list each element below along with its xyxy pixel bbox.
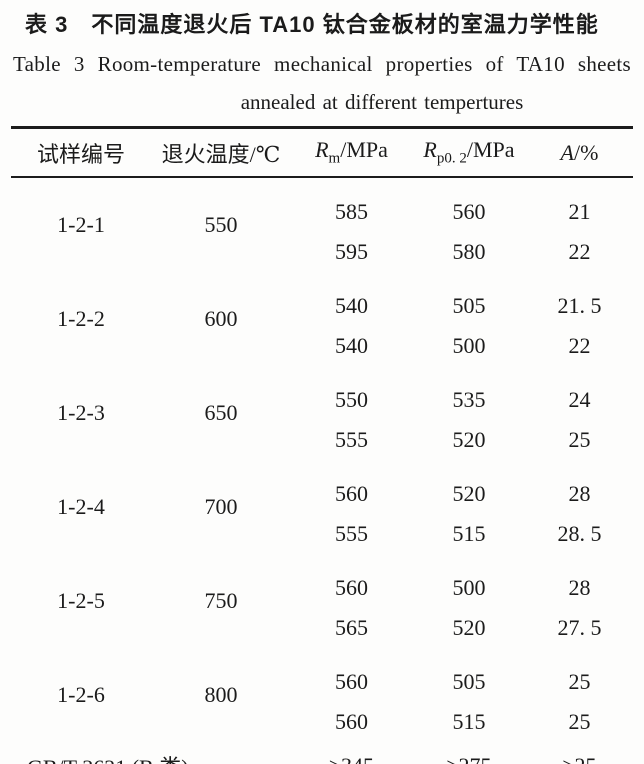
- mechanical-properties-table: 试样编号 退火温度/℃ Rm/MPa Rp0. 2/MPa A/% 1-2-1 …: [11, 126, 633, 764]
- cell-standard-rp02: ≥275: [412, 742, 526, 764]
- cell-sample-id: 1-2-1: [57, 212, 105, 237]
- cell-rp02: 505: [452, 293, 486, 318]
- sample-group-1-2-6: 1-2-6 800 560 505 25 560 515 25: [11, 648, 633, 742]
- cell-rp02: 580: [452, 239, 486, 264]
- cell-rm: 540: [335, 293, 368, 318]
- sample-group-1-2-2: 1-2-2 600 540 505 21. 5 540 500 22: [11, 272, 633, 366]
- cell-elongation: 28: [568, 481, 591, 506]
- rm-subscript: m: [328, 150, 341, 167]
- table-title-chinese: 表 3 不同温度退火后 TA10 钛合金板材的室温力学性能: [25, 12, 599, 37]
- column-header-rp02: Rp0. 2/MPa: [412, 127, 526, 178]
- cell-rm: 555: [335, 427, 368, 452]
- column-header-sample-id: 试样编号: [11, 127, 151, 178]
- table-title-english-line1: Table 3 Room-temperature mechanical prop…: [13, 52, 631, 76]
- table-row: 1-2-4 700 560 520 28: [11, 460, 633, 519]
- cell-sample-id: 1-2-2: [57, 306, 105, 331]
- cell-standard-label: GB/T 3621 (B 类): [11, 742, 291, 764]
- cell-sample-id: 1-2-4: [57, 494, 105, 519]
- cell-sample-id: 1-2-6: [57, 682, 105, 707]
- cell-annealing-temperature: 750: [204, 588, 238, 613]
- table-header: 试样编号 退火温度/℃ Rm/MPa Rp0. 2/MPa A/%: [11, 127, 633, 178]
- cell-rm: 585: [335, 199, 368, 224]
- table-row: 1-2-6 800 560 505 25: [11, 648, 633, 707]
- table-row: 1-2-1 550 585 560 21: [11, 177, 633, 237]
- table-row: 565 520 27. 5: [11, 608, 633, 648]
- cell-annealing-temperature: 800: [204, 682, 238, 707]
- header-row: 试样编号 退火温度/℃ Rm/MPa Rp0. 2/MPa A/%: [11, 127, 633, 178]
- elongation-unit: /%: [574, 139, 599, 165]
- cell-elongation: 21: [568, 199, 591, 224]
- cell-annealing-temperature: 600: [204, 306, 238, 331]
- cell-rm: 550: [335, 387, 368, 412]
- column-header-annealing-temperature: 退火温度/℃: [151, 127, 291, 178]
- sample-group-1-2-3: 1-2-3 650 550 535 24 555 520 25: [11, 366, 633, 460]
- cell-annealing-temperature: 550: [204, 212, 238, 237]
- cell-standard-elongation: ≥25: [526, 742, 633, 764]
- table-row: 560 515 25: [11, 702, 633, 742]
- cell-elongation: 25: [568, 709, 591, 734]
- table-row: 1-2-3 650 550 535 24: [11, 366, 633, 425]
- rm-symbol: R: [315, 137, 329, 163]
- column-header-elongation: A/%: [526, 127, 633, 178]
- cell-rp02: 500: [452, 575, 486, 600]
- rp02-unit: /MPa: [466, 137, 515, 163]
- cell-elongation: 28: [568, 575, 591, 600]
- cell-sample-id: 1-2-3: [57, 400, 105, 425]
- standard-reference-section: GB/T 3621 (B 类) ≥345 ≥275 ≥25: [11, 742, 633, 764]
- cell-rp02: 505: [452, 669, 486, 694]
- cell-rm: 540: [335, 333, 368, 358]
- table-row: 555 515 28. 5: [11, 514, 633, 554]
- table-row: 595 580 22: [11, 232, 633, 272]
- cell-elongation: 25: [568, 427, 591, 452]
- table-row: 540 500 22: [11, 326, 633, 366]
- cell-rp02: 500: [452, 333, 486, 358]
- sample-group-1-2-5: 1-2-5 750 560 500 28 565 520 27. 5: [11, 554, 633, 648]
- cell-elongation: 24: [568, 387, 591, 412]
- cell-elongation: 25: [568, 669, 591, 694]
- cell-elongation: 28. 5: [557, 521, 602, 546]
- elongation-symbol: A: [560, 139, 574, 165]
- cell-rm: 555: [335, 521, 368, 546]
- cell-rp02: 520: [452, 481, 486, 506]
- table-row: 1-2-2 600 540 505 21. 5: [11, 272, 633, 331]
- cell-rm: 560: [335, 575, 368, 600]
- cell-sample-id: 1-2-5: [57, 588, 105, 613]
- column-header-rm: Rm/MPa: [291, 127, 412, 178]
- cell-rp02: 515: [452, 521, 486, 546]
- cell-rp02: 535: [452, 387, 486, 412]
- cell-elongation: 22: [568, 239, 591, 264]
- rp02-subscript: p0. 2: [436, 150, 467, 167]
- cell-rp02: 520: [452, 427, 486, 452]
- sample-group-1-2-1: 1-2-1 550 585 560 21 595 580 22: [11, 177, 633, 272]
- cell-rm: 565: [335, 615, 368, 640]
- cell-rp02: 520: [452, 615, 486, 640]
- rm-unit: /MPa: [340, 137, 388, 163]
- table-title-english-line2: annealed at different tempertures: [240, 90, 524, 114]
- cell-rm: 560: [335, 481, 368, 506]
- sample-group-1-2-4: 1-2-4 700 560 520 28 555 515 28. 5: [11, 460, 633, 554]
- cell-rp02: 560: [452, 199, 486, 224]
- standard-reference-row: GB/T 3621 (B 类) ≥345 ≥275 ≥25: [11, 742, 633, 764]
- table-row: 1-2-5 750 560 500 28: [11, 554, 633, 613]
- cell-elongation: 21. 5: [557, 293, 602, 318]
- rp02-symbol: R: [423, 137, 437, 163]
- cell-standard-rm: ≥345: [291, 742, 412, 764]
- cell-rm: 560: [335, 669, 368, 694]
- cell-annealing-temperature: 700: [204, 494, 238, 519]
- cell-annealing-temperature: 650: [204, 400, 238, 425]
- cell-rp02: 515: [452, 709, 486, 734]
- cell-rm: 560: [335, 709, 368, 734]
- cell-elongation: 22: [568, 333, 591, 358]
- table-row: 555 520 25: [11, 420, 633, 460]
- cell-elongation: 27. 5: [557, 615, 602, 640]
- cell-rm: 595: [335, 239, 368, 264]
